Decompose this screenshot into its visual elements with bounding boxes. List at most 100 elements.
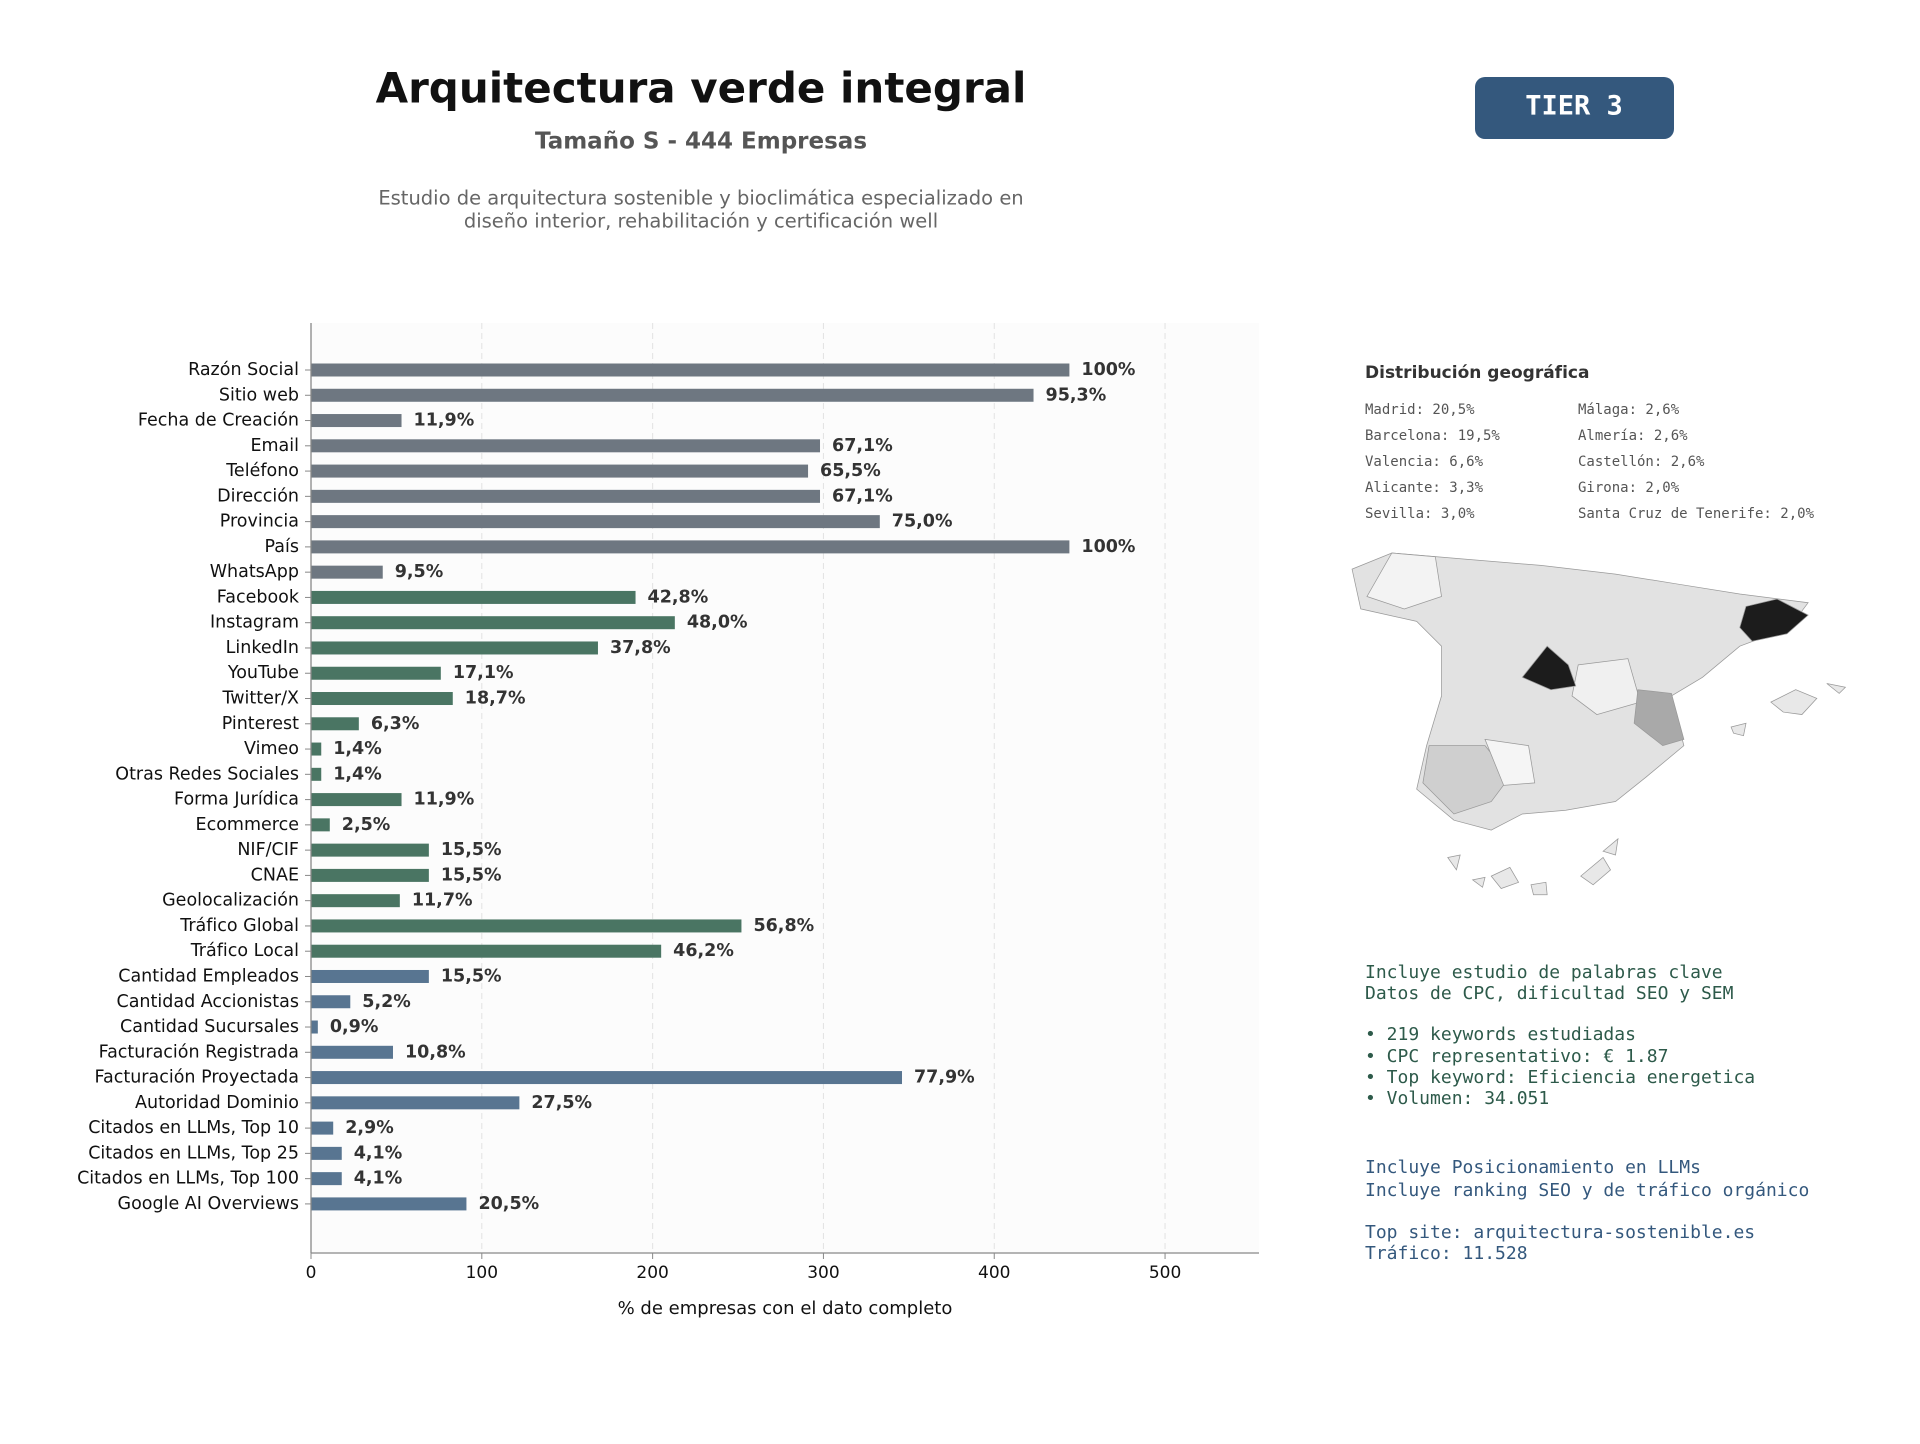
geo-item: Almería: 2,6%: [1578, 428, 1688, 444]
value-label: 77,9%: [914, 1068, 975, 1088]
bar: [311, 944, 662, 958]
keyword-note: Datos de CPC, dificultad SEO y SEM: [1365, 983, 1734, 1004]
geo-item: Castellón: 2,6%: [1578, 454, 1705, 470]
bar: [311, 464, 809, 478]
y-tick-label: Facebook: [217, 587, 300, 607]
y-tick-label: Geolocalización: [162, 891, 299, 911]
value-label: 15,5%: [441, 840, 502, 860]
map-islands: [1471, 876, 1486, 888]
keyword-note: Incluye estudio de palabras clave: [1365, 962, 1723, 983]
x-tick-label: 100: [466, 1263, 498, 1283]
y-tick-label: Dirección: [217, 486, 299, 506]
bar: [311, 1096, 520, 1110]
y-tick-label: Facturación Proyectada: [95, 1068, 299, 1088]
bar: [311, 565, 383, 579]
value-label: 11,9%: [414, 411, 475, 431]
value-label: 2,5%: [342, 815, 391, 835]
geo-item: Santa Cruz de Tenerife: 2,0%: [1578, 506, 1815, 522]
y-tick-label: Citados en LLMs, Top 25: [88, 1143, 299, 1163]
y-tick-label: Cantidad Empleados: [118, 966, 299, 986]
y-tick-label: Citados en LLMs, Top 10: [88, 1118, 299, 1138]
value-label: 1,4%: [333, 739, 382, 759]
y-tick-label: CNAE: [251, 865, 299, 885]
value-label: 37,8%: [610, 638, 671, 658]
value-label: 48,0%: [687, 613, 748, 633]
value-label: 75,0%: [892, 512, 953, 532]
bar: [311, 692, 453, 706]
y-tick-label: Tráfico Local: [190, 941, 299, 961]
geo-item: Barcelona: 19,5%: [1365, 428, 1500, 444]
bar: [311, 894, 400, 908]
map-islands: [1826, 683, 1847, 694]
keyword-note: • Top keyword: Eficiencia energetica: [1365, 1067, 1755, 1088]
map-islands: [1730, 722, 1747, 737]
badge: [1475, 77, 1674, 139]
value-label: 67,1%: [832, 486, 893, 506]
bar: [311, 388, 1034, 402]
bar: [311, 818, 330, 832]
value-label: 6,3%: [371, 714, 420, 734]
description: diseño interior, rehabilitación y certif…: [464, 210, 938, 233]
y-tick-label: Google AI Overviews: [118, 1194, 299, 1214]
map-islands: [1490, 866, 1520, 889]
value-label: 2,9%: [345, 1118, 394, 1138]
bar: [311, 767, 322, 781]
value-label: 67,1%: [832, 436, 893, 456]
y-tick-label: LinkedIn: [226, 638, 299, 658]
bar: [311, 1172, 342, 1186]
map-region: [1484, 738, 1536, 786]
value-label: 17,1%: [453, 663, 514, 683]
map-islands: [1447, 854, 1461, 871]
bar: [311, 515, 880, 529]
y-tick-label: Pinterest: [222, 714, 299, 734]
y-tick-label: Provincia: [220, 512, 299, 532]
bar: [311, 489, 821, 503]
value-label: 27,5%: [531, 1093, 592, 1113]
bar: [311, 742, 322, 756]
y-tick-label: Vimeo: [244, 739, 299, 759]
geo-item: Valencia: 6,6%: [1365, 454, 1484, 470]
y-tick-label: Cantidad Accionistas: [116, 992, 299, 1012]
geo-item: Madrid: 20,5%: [1365, 402, 1475, 418]
bar: [311, 1071, 903, 1085]
y-tick-label: Otras Redes Sociales: [115, 764, 299, 784]
subtitle: Tamaño S - 444 Empresas: [535, 129, 867, 155]
plot-area: [311, 323, 1259, 1253]
bar: [311, 439, 821, 453]
y-tick-label: País: [265, 537, 299, 557]
value-label: 15,5%: [441, 966, 502, 986]
bar: [311, 1045, 393, 1059]
keyword-note: • 219 keywords estudiadas: [1365, 1024, 1636, 1045]
x-tick-label: 200: [636, 1263, 668, 1283]
value-label: 18,7%: [465, 689, 526, 709]
y-tick-label: Autoridad Dominio: [135, 1093, 299, 1113]
keyword-note: • CPC representativo: € 1.87: [1365, 1046, 1668, 1067]
geo-item: Sevilla: 3,0%: [1365, 506, 1475, 522]
y-tick-label: Teléfono: [225, 461, 299, 481]
y-tick-label: YouTube: [227, 663, 299, 683]
value-label: 65,5%: [820, 461, 881, 481]
bar: [311, 969, 429, 983]
y-tick-label: Facturación Registrada: [99, 1042, 299, 1062]
title: Arquitectura verde integral: [376, 64, 1027, 113]
bar: [311, 995, 351, 1009]
badge-text: TIER 3: [1525, 91, 1623, 122]
y-tick-label: Twitter/X: [221, 689, 299, 709]
geo-item: Málaga: 2,6%: [1578, 402, 1680, 418]
y-tick-label: Razón Social: [188, 360, 299, 380]
geo-title: Distribución geográfica: [1365, 363, 1589, 383]
y-tick-label: Ecommerce: [196, 815, 299, 835]
map-region: [1571, 658, 1641, 715]
y-tick-label: WhatsApp: [210, 562, 299, 582]
y-tick-label: Cantidad Sucursales: [120, 1017, 299, 1037]
value-label: 0,9%: [330, 1017, 379, 1037]
bar: [311, 616, 675, 630]
map-islands: [1580, 856, 1612, 886]
map-region: [1366, 552, 1442, 610]
y-tick-label: Instagram: [210, 613, 299, 633]
keyword-note: • Volumen: 34.051: [1365, 1088, 1549, 1109]
value-label: 1,4%: [333, 764, 382, 784]
map-region: [1633, 689, 1685, 747]
